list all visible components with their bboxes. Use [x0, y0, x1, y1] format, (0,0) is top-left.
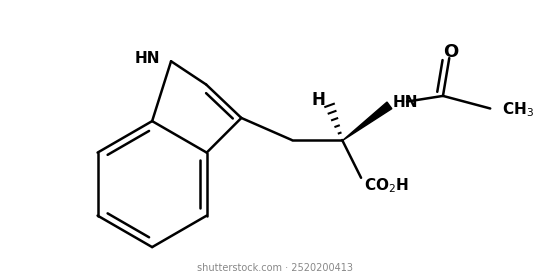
Text: O: O	[443, 43, 458, 61]
Polygon shape	[343, 102, 392, 141]
Text: HN: HN	[393, 95, 418, 110]
Text: CO$_2$H: CO$_2$H	[364, 176, 409, 195]
Text: H: H	[311, 91, 325, 109]
Text: HN: HN	[134, 51, 160, 66]
Text: shutterstock.com · 2520200413: shutterstock.com · 2520200413	[197, 263, 353, 273]
Text: CH$_3$: CH$_3$	[502, 101, 534, 119]
